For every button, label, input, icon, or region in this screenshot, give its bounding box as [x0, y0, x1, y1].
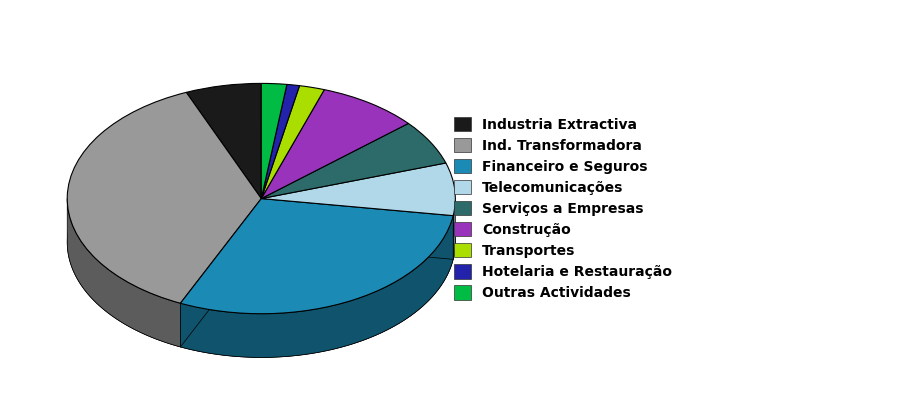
- Wedge shape: [68, 92, 261, 303]
- Polygon shape: [68, 198, 180, 347]
- Wedge shape: [180, 198, 453, 314]
- Polygon shape: [261, 198, 453, 259]
- Wedge shape: [261, 85, 324, 198]
- Polygon shape: [180, 198, 261, 347]
- Wedge shape: [261, 163, 455, 216]
- Wedge shape: [261, 123, 446, 198]
- Legend: Industria Extractiva, Ind. Transformadora, Financeiro e Seguros, Telecomunicaçõe: Industria Extractiva, Ind. Transformador…: [454, 117, 672, 300]
- Polygon shape: [180, 198, 261, 347]
- Polygon shape: [261, 198, 453, 259]
- Wedge shape: [261, 84, 299, 198]
- Wedge shape: [261, 90, 408, 198]
- Wedge shape: [261, 83, 287, 198]
- Wedge shape: [187, 83, 261, 198]
- Polygon shape: [180, 216, 453, 357]
- Polygon shape: [453, 201, 455, 259]
- Polygon shape: [68, 127, 455, 357]
